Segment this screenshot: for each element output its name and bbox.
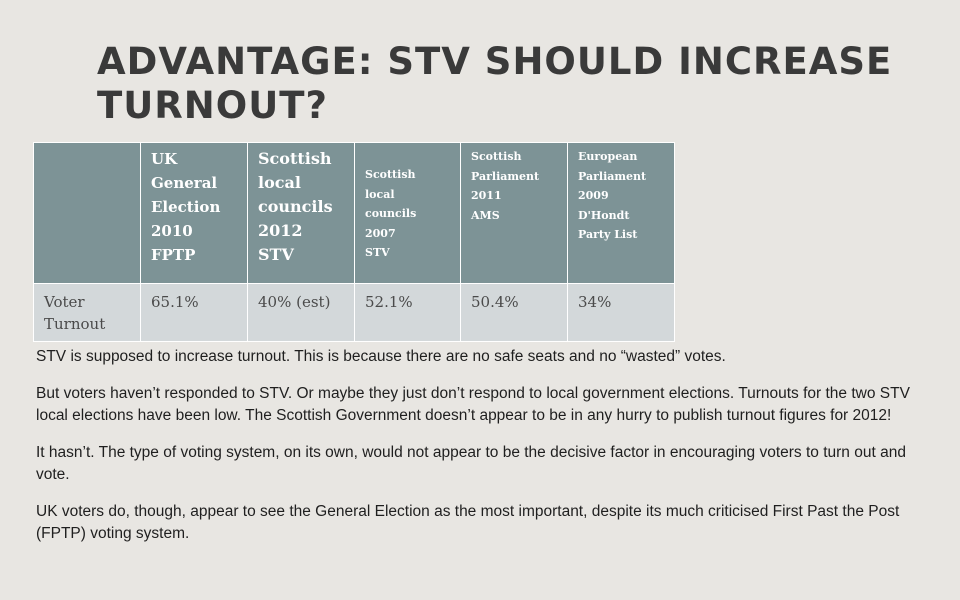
slide-title: ADVANTAGE: STV SHOULD INCREASE TURNOUT?	[97, 40, 893, 127]
table-row: Voter Turnout 65.1% 40% (est) 52.1% 50.4…	[33, 283, 675, 342]
turnout-table: UK General Election 2010 FPTP Scottish l…	[33, 142, 675, 342]
header-cell-scottish-local-2012: Scottish local councils 2012 STV	[247, 142, 355, 284]
header-cell-european-parliament: European Parliament 2009 D'Hondt Party L…	[567, 142, 675, 284]
row-label-voter-turnout: Voter Turnout	[33, 283, 141, 342]
paragraph: UK voters do, though, appear to see the …	[36, 503, 900, 542]
paragraph: STV is supposed to increase turnout. Thi…	[36, 348, 726, 365]
table-cell: 40% (est)	[247, 283, 355, 342]
header-cell-uk-general-election: UK General Election 2010 FPTP	[140, 142, 248, 284]
table-cell: 50.4%	[460, 283, 568, 342]
table-header-row: UK General Election 2010 FPTP Scottish l…	[33, 142, 675, 284]
header-cell-empty	[33, 142, 141, 284]
body-text: STV is supposed to increase turnout. Thi…	[36, 346, 916, 560]
paragraph: But voters haven’t responded to STV. Or …	[36, 385, 910, 424]
table-cell: 52.1%	[354, 283, 461, 342]
table-cell: 34%	[567, 283, 675, 342]
header-cell-scottish-parliament: Scottish Parliament 2011 AMS	[460, 142, 568, 284]
table-cell: 65.1%	[140, 283, 248, 342]
header-cell-scottish-local-2007: Scottish local councils 2007 STV	[354, 142, 461, 284]
paragraph: It hasn’t. The type of voting system, on…	[36, 444, 906, 483]
